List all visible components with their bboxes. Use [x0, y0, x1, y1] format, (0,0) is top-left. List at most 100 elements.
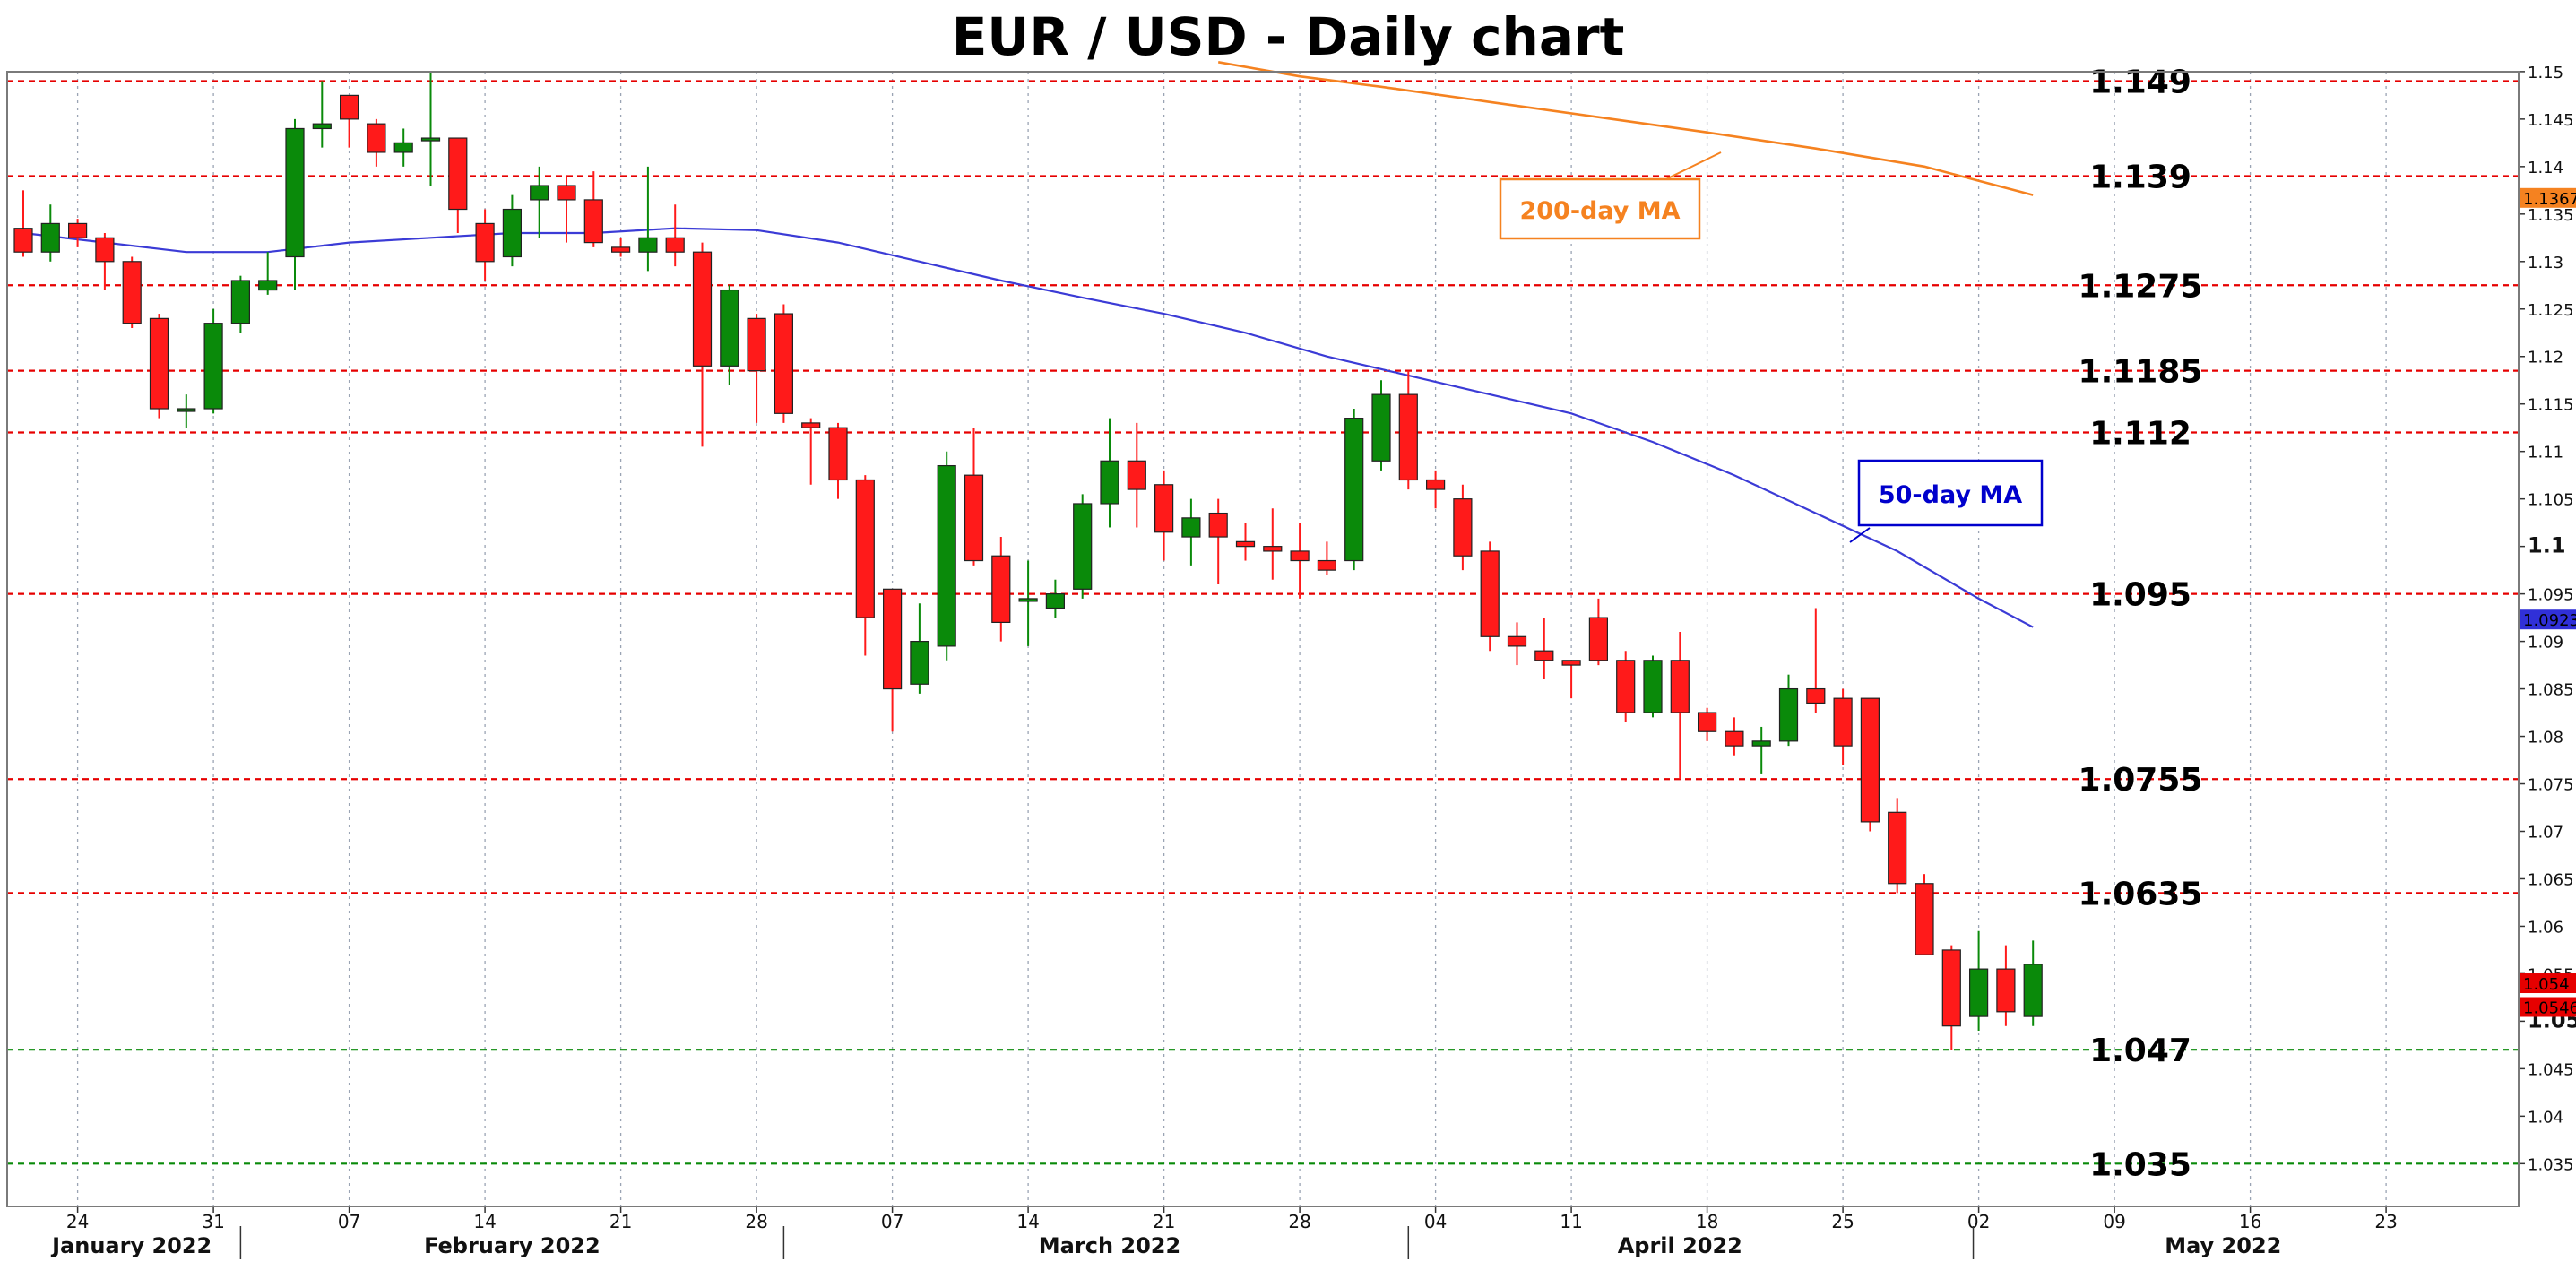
candle-body: [1154, 484, 1174, 533]
ma-50-callout-line: [1849, 527, 1871, 543]
candle-body: [1725, 730, 1744, 747]
moving-averages: [22, 61, 2034, 628]
x-tick-label: 04: [1424, 1211, 1447, 1232]
candle-body: [1643, 660, 1663, 713]
level-label: 1.0755: [2079, 762, 2203, 799]
y-tick-label: 1.11: [2528, 444, 2563, 462]
horizontal-levels: [7, 80, 2519, 1165]
candle-body: [1018, 598, 1038, 602]
candle-body: [258, 280, 278, 291]
candle-body: [285, 127, 305, 258]
candle-body: [312, 123, 332, 130]
candle-body: [855, 479, 875, 618]
y-tick-label: 1.1: [2528, 533, 2566, 558]
y-tick-label: 1.065: [2528, 870, 2574, 889]
candle-body: [1127, 460, 1146, 490]
candle-body: [1263, 546, 1283, 552]
candle-body: [1616, 660, 1636, 713]
candle-body: [665, 237, 685, 253]
candle-body: [1860, 697, 1880, 823]
candle-body: [1534, 650, 1554, 661]
candle-body: [610, 246, 631, 253]
candle-body: [420, 137, 441, 142]
x-tick-label: 02: [1967, 1211, 1990, 1232]
candle-body: [1670, 660, 1690, 713]
price-tag-label: 1.0923: [2523, 611, 2576, 630]
candle-body: [1888, 811, 1907, 885]
candle-body: [638, 237, 658, 253]
x-tick-label: 07: [881, 1211, 903, 1232]
y-tick-label: 1.12: [2528, 349, 2563, 367]
candle-body: [1806, 687, 1826, 704]
candle-body: [1235, 540, 1256, 548]
y-tick-label: 1.08: [2528, 729, 2563, 748]
month-label: March 2022: [1039, 1233, 1180, 1258]
candle-body: [1181, 517, 1201, 538]
y-tick-label: 1.115: [2528, 396, 2574, 415]
ma-200-line: [1217, 61, 2034, 196]
candle-body: [964, 474, 984, 562]
level-label: 1.035: [2089, 1146, 2191, 1183]
candle-body: [1290, 550, 1310, 562]
candle-body: [1941, 949, 1961, 1027]
candle-body: [1561, 660, 1581, 666]
y-tick-label: 1.095: [2528, 586, 2574, 605]
candle-body: [720, 289, 739, 367]
price-tag: [2520, 609, 2576, 630]
candle-body: [230, 280, 250, 324]
candle-body: [910, 640, 929, 685]
candle-body: [1751, 740, 1771, 747]
candle-body: [557, 185, 576, 201]
x-tick-label: 21: [1153, 1211, 1175, 1232]
candle-body: [1208, 512, 1228, 538]
candle-body: [828, 427, 848, 481]
candle-body: [1697, 712, 1717, 732]
month-label: April 2022: [1618, 1233, 1742, 1258]
price-tag-label: 1.0546: [2523, 999, 2576, 1018]
y-tick-label: 1.035: [2528, 1155, 2574, 1174]
candle-body: [747, 317, 766, 372]
candle-body: [1317, 559, 1337, 571]
y-tick-label: 1.13: [2528, 254, 2563, 272]
candle-body: [1588, 617, 1609, 661]
month-label: February 2022: [424, 1233, 601, 1258]
candle-body: [692, 251, 713, 367]
candle-body: [1833, 697, 1853, 747]
level-label: 1.1185: [2079, 354, 2203, 391]
candle-body: [475, 222, 495, 263]
ma-200-callout-box: [1499, 177, 1701, 240]
x-tick-label: 16: [2239, 1211, 2261, 1232]
candle-body: [13, 228, 33, 253]
candle-body: [149, 317, 169, 410]
y-tick-label: 1.14: [2528, 159, 2563, 177]
candle-body: [203, 323, 223, 410]
y-tick-label: 1.07: [2528, 823, 2563, 842]
price-tag: [2520, 997, 2576, 1017]
candles: [13, 71, 2043, 1050]
candle-body: [1969, 968, 1989, 1017]
candle-body: [67, 222, 88, 238]
x-tick-label: 25: [1831, 1211, 1854, 1232]
x-tick-label: 11: [1560, 1211, 1582, 1232]
candle-body: [583, 199, 603, 244]
x-tick-label: 09: [2103, 1211, 2125, 1232]
x-tick-label: 28: [1288, 1211, 1310, 1232]
candle-body: [1100, 460, 1119, 505]
candle-body: [448, 137, 468, 211]
candle-body: [40, 222, 60, 253]
x-tick-label: 23: [2374, 1211, 2397, 1232]
candle-body: [393, 142, 413, 153]
x-tick-label: 14: [1016, 1211, 1039, 1232]
y-tick-label: 1.125: [2528, 301, 2574, 320]
y-tick-label: 1.105: [2528, 491, 2574, 510]
level-label: 1.149: [2089, 64, 2191, 100]
candle-body: [502, 208, 523, 258]
candle-body: [882, 588, 903, 690]
candle-body: [1425, 479, 1446, 490]
ma-50-callout-box: [1857, 459, 2044, 527]
candle-body: [937, 464, 956, 647]
x-tick-label: 21: [609, 1211, 632, 1232]
candle-body: [801, 422, 821, 428]
plot-border: [6, 71, 2520, 1207]
